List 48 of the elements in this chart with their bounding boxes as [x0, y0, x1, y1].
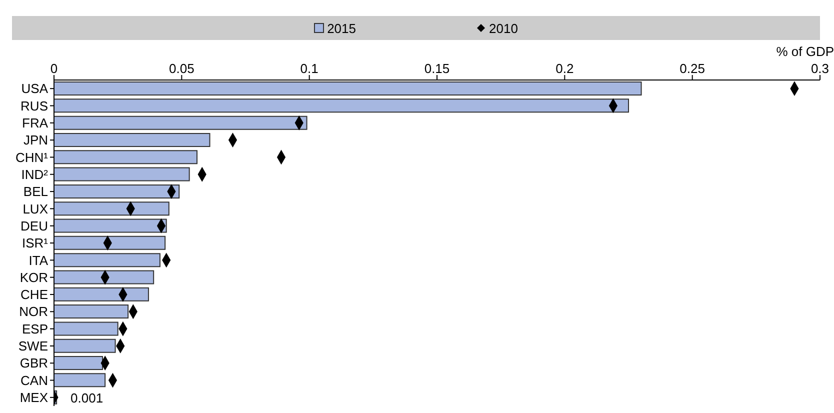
y-tick-label: BEL [23, 184, 48, 200]
legend-label: 2015 [326, 20, 356, 36]
y-tick-label: GBR [20, 356, 48, 371]
bar [54, 184, 180, 198]
bar [54, 98, 629, 113]
y-tick-label: MEX [20, 390, 48, 406]
bar [54, 253, 160, 268]
bar [54, 150, 198, 164]
x-axis-title: % of GDP [776, 44, 834, 59]
x-tick-label: 0.15 [424, 61, 450, 76]
y-tick-label: ESP [22, 321, 48, 336]
bar [54, 236, 166, 250]
x-tick-label: 0.3 [810, 61, 830, 76]
legend-label: 2010 [488, 20, 518, 36]
bar [54, 116, 308, 130]
y-tick-label: FRA [22, 116, 48, 131]
y-tick-label: RUS [20, 98, 48, 114]
bar [54, 373, 106, 388]
y-tick-label: CAN [20, 372, 48, 388]
bar [54, 304, 129, 319]
y-tick-label: USA [21, 81, 48, 96]
bar [54, 132, 210, 147]
y-tick-label: ISR¹ [22, 236, 49, 251]
data-label: 0.001 [70, 390, 104, 406]
y-tick-label: NOR [19, 304, 48, 320]
bar [54, 167, 190, 182]
bar [54, 202, 170, 216]
bar [54, 338, 116, 353]
y-tick-label: KOR [20, 270, 48, 285]
y-tick-label: CHN¹ [16, 150, 49, 165]
y-tick-label: ITA [28, 252, 48, 268]
x-tick-label: 0 [50, 61, 58, 76]
bar [54, 287, 149, 302]
x-tick-label: 0.25 [680, 61, 705, 76]
bar [54, 356, 104, 370]
bar [54, 82, 642, 96]
y-tick-label: DEU [20, 218, 48, 234]
x-tick-label: 0.1 [300, 61, 318, 76]
x-tick-label: 0.2 [556, 61, 574, 76]
y-tick-label: LUX [22, 201, 48, 216]
x-tick-label: 0.05 [169, 61, 194, 76]
y-tick-label: JPN [23, 132, 48, 148]
y-tick-label: IND² [21, 166, 49, 182]
y-tick-label: CHE [20, 287, 48, 302]
bar [54, 270, 154, 284]
y-tick-label: SWE [18, 338, 48, 354]
bar [54, 322, 118, 336]
bar [54, 218, 167, 233]
